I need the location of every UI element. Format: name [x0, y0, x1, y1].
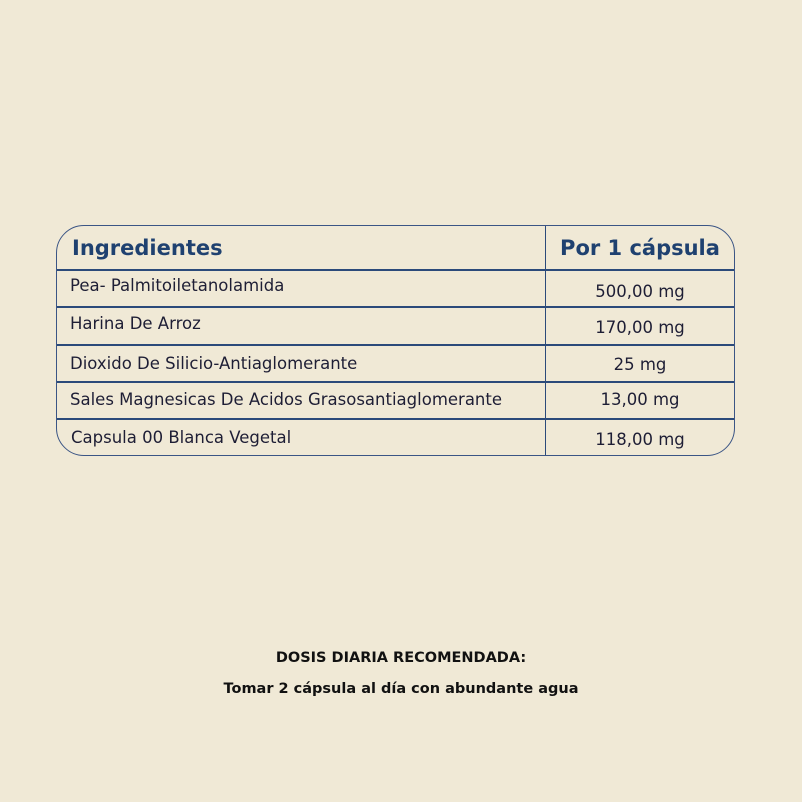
ingredient-name: Dioxido De Silicio-Antiaglomerante [70, 354, 358, 373]
ingredient-amount: 25 mg [613, 355, 667, 374]
column-divider [545, 226, 546, 455]
row-divider [57, 306, 734, 308]
ingredient-name: Capsula 00 Blanca Vegetal [71, 428, 292, 447]
ingredient-amount: 170,00 mg [595, 318, 685, 337]
header-ingredients: Ingredientes [72, 236, 223, 260]
header-per-capsule: Por 1 cápsula [560, 236, 720, 260]
ingredient-name: Sales Magnesicas De Acidos Grasosantiagl… [70, 390, 503, 409]
ingredient-amount: 500,00 mg [595, 282, 685, 301]
ingredient-name: Pea- Palmitoiletanolamida [70, 276, 285, 295]
row-divider [57, 381, 734, 383]
row-divider [57, 418, 734, 420]
row-divider [57, 269, 734, 271]
dosage-title: DOSIS DIARIA RECOMENDADA: [275, 650, 527, 666]
row-divider [57, 344, 734, 346]
ingredient-amount: 118,00 mg [595, 430, 685, 449]
ingredient-name: Harina De Arroz [70, 314, 201, 333]
dosage-instruction: Tomar 2 cápsula al día con abundante agu… [223, 681, 579, 697]
ingredient-amount: 13,00 mg [600, 390, 680, 409]
ingredients-table: Ingredientes Por 1 cápsula Pea- Palmitoi… [56, 225, 735, 456]
